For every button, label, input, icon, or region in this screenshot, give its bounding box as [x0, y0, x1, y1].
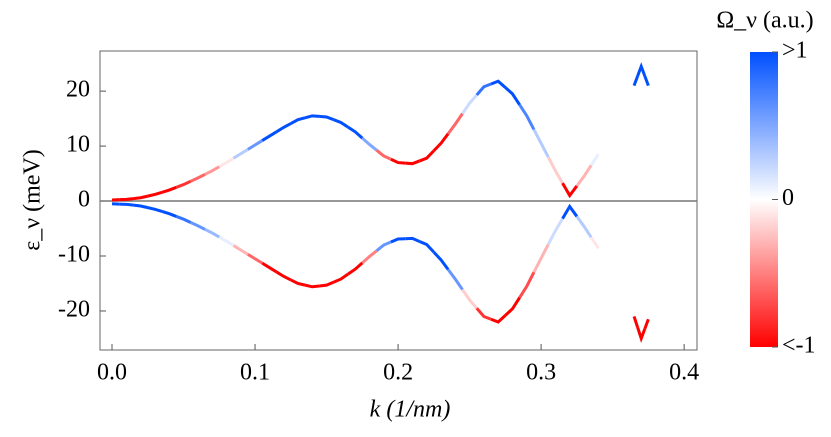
band-point: [333, 272, 349, 284]
band-point: [390, 157, 406, 165]
band-point: [461, 93, 478, 115]
band-point: [204, 165, 221, 176]
band-point: [405, 236, 421, 243]
x-tick-label: 0.2: [383, 360, 413, 386]
band-point: [475, 82, 492, 96]
band-point: [475, 307, 492, 321]
band-point: [518, 104, 536, 131]
band-point: [636, 327, 647, 344]
band-point: [119, 202, 134, 207]
band-point: [175, 215, 192, 224]
band-point: [119, 197, 134, 202]
band-point: [632, 316, 640, 328]
band-point: [375, 149, 392, 161]
band-point: [290, 278, 306, 287]
band-point: [190, 221, 206, 231]
band-point: [319, 114, 335, 122]
band-point: [575, 215, 593, 239]
band-point: [361, 249, 378, 265]
y-tick-label: 0: [78, 187, 90, 213]
colorbar-title: Ω_ν (a.u.): [716, 8, 813, 34]
band-point: [290, 116, 306, 125]
band-point: [418, 149, 435, 163]
colorbar-tick-label: <-1: [782, 333, 816, 359]
colorbar-tick-label: >1: [782, 38, 808, 64]
band-point: [446, 268, 464, 291]
y-axis-label: ε_ν (meV): [20, 149, 46, 251]
band-point: [347, 125, 364, 140]
band-point: [490, 314, 507, 324]
x-tick-label: 0.3: [526, 360, 556, 386]
band-point: [319, 280, 335, 288]
y-tick-label: -20: [58, 296, 90, 322]
band-point: [147, 206, 163, 213]
band-point: [546, 217, 564, 246]
band-point: [561, 203, 579, 220]
band-point: [304, 283, 320, 289]
band-point: [418, 240, 435, 254]
band-point: [490, 79, 507, 89]
band-point: [161, 185, 177, 194]
band-point: [532, 128, 550, 158]
band-point: [133, 194, 149, 201]
y-tick-label: -10: [58, 242, 90, 268]
band-point: [643, 75, 650, 87]
band-point: [232, 148, 249, 160]
band-point: [175, 179, 192, 189]
x-axis-label: k (1/nm): [370, 397, 451, 423]
band-point: [632, 75, 640, 87]
y-tick-label: 20: [66, 77, 90, 103]
band-point: [461, 288, 478, 310]
band-point: [275, 122, 292, 134]
band-point: [575, 164, 593, 187]
band-point: [504, 86, 521, 106]
band-point: [532, 243, 550, 273]
band-point: [518, 271, 536, 299]
band-point: [147, 190, 163, 198]
band-point: [247, 253, 263, 265]
band-point: [347, 261, 364, 276]
band-point: [361, 136, 378, 152]
band-point: [218, 235, 235, 247]
band-point: [546, 156, 564, 184]
band-point: [247, 139, 263, 151]
band-point: [232, 244, 249, 256]
band-point: [390, 237, 406, 244]
band-point: [190, 173, 206, 183]
band-point: [561, 182, 579, 199]
band-point: [636, 62, 647, 77]
band-point: [133, 203, 149, 210]
y-tick-label: 10: [66, 132, 90, 158]
x-tick-label: 0.4: [669, 360, 699, 386]
colorbar-tick-label: 0: [782, 185, 794, 211]
band-point: [218, 156, 235, 168]
x-tick-label: 0.1: [240, 360, 270, 386]
band-point: [432, 132, 450, 152]
band-point: [589, 153, 600, 167]
band-point: [432, 251, 450, 271]
band-point: [375, 240, 392, 252]
x-tick-label: 0.0: [97, 360, 127, 386]
band-point: [161, 210, 177, 218]
band-point: [204, 228, 221, 239]
band-point: [405, 159, 421, 166]
band-point: [275, 270, 292, 282]
band-point: [261, 130, 278, 142]
band-point: [304, 114, 320, 120]
band-point: [643, 318, 650, 330]
band-point: [446, 112, 464, 135]
band-point: [589, 236, 600, 250]
band-point: [504, 296, 521, 317]
band-point: [333, 118, 349, 129]
band-point: [261, 261, 278, 274]
